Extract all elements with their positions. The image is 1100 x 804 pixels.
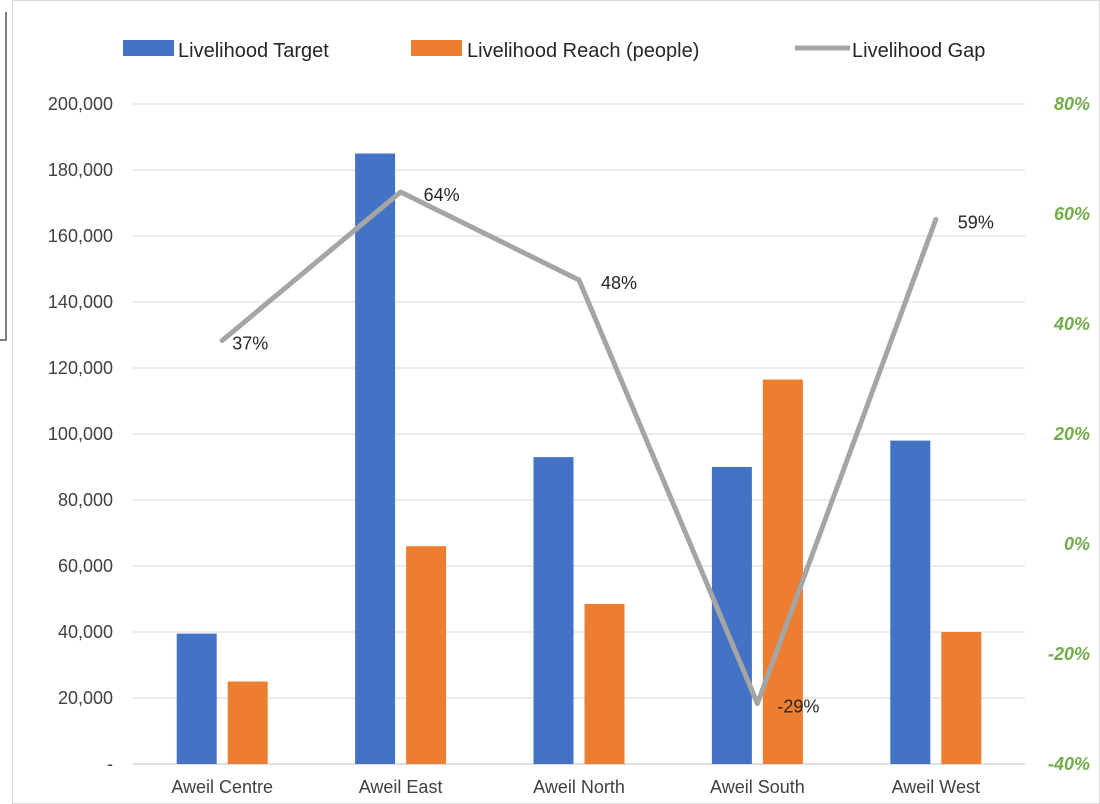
bars: [176, 153, 982, 764]
y-left-tick-label: 40,000: [58, 622, 113, 642]
bar-livelihood-reach: [227, 681, 268, 764]
gridlines: [133, 103, 1025, 765]
x-category-label: Aweil South: [710, 777, 805, 797]
bar-livelihood-reach: [584, 603, 625, 764]
gap-data-label: 37%: [232, 334, 268, 354]
y-left-tick-label: 160,000: [48, 226, 113, 246]
y-axis-right: -40% -20% 0% 20% 40% 60% 80%: [1048, 94, 1090, 774]
gap-data-label: 59%: [958, 213, 994, 233]
gap-data-label: 48%: [601, 273, 637, 293]
y-left-tick-label: 140,000: [48, 292, 113, 312]
bar-livelihood-target: [176, 633, 217, 764]
line-livelihood-gap: [219, 189, 939, 706]
x-category-label: Aweil West: [892, 777, 980, 797]
y-left-tick-label: 180,000: [48, 160, 113, 180]
gap-line: 37% 64% 48% -29% 59%: [219, 185, 994, 717]
y-left-tick-label: 60,000: [58, 556, 113, 576]
gap-data-label: -29%: [777, 697, 819, 717]
y-left-tick-label: 20,000: [58, 688, 113, 708]
y-left-tick-label: -: [107, 754, 113, 774]
bar-livelihood-target: [890, 440, 931, 764]
legend-label-reach: Livelihood Reach (people): [467, 40, 699, 62]
x-axis-categories: Aweil Centre Aweil East Aweil North Aweil S…: [171, 777, 980, 797]
legend: Livelihood Target Livelihood Reach (peop…: [123, 40, 985, 62]
gap-data-label: 64%: [424, 185, 460, 205]
bar-livelihood-reach: [406, 546, 447, 764]
legend-label-target: Livelihood Target: [178, 40, 329, 62]
bar-livelihood-reach: [941, 632, 982, 764]
y-right-tick-label: -40%: [1048, 754, 1090, 774]
y-right-tick-label: 0%: [1064, 534, 1090, 554]
y-right-tick-label: -20%: [1048, 644, 1090, 664]
y-right-tick-label: 20%: [1053, 424, 1090, 444]
y-right-tick-label: 40%: [1053, 314, 1090, 334]
legend-swatch-target: [123, 40, 174, 56]
bar-livelihood-reach: [762, 379, 803, 764]
legend-label-gap: Livelihood Gap: [852, 40, 985, 62]
x-category-label: Aweil North: [533, 777, 625, 797]
y-axis-left: - 20,000 40,000 60,000 80,000 100,000 120,000 1…: [48, 94, 113, 774]
bar-livelihood-target: [355, 153, 396, 764]
y-left-tick-label: 100,000: [48, 424, 113, 444]
y-left-tick-label: 200,000: [48, 94, 113, 114]
y-right-tick-label: 60%: [1054, 204, 1090, 224]
x-category-label: Aweil East: [359, 777, 443, 797]
bar-livelihood-target: [533, 457, 574, 764]
y-left-tick-label: 120,000: [48, 358, 113, 378]
y-left-tick-label: 80,000: [58, 490, 113, 510]
legend-swatch-reach: [411, 40, 462, 56]
x-category-label: Aweil Centre: [171, 777, 273, 797]
y-right-tick-label: 80%: [1054, 94, 1090, 114]
